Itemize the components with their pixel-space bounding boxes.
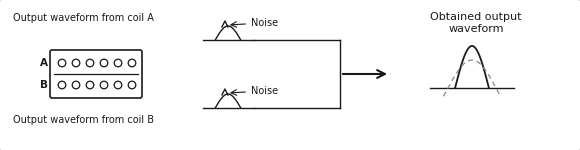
Circle shape [114, 81, 122, 89]
Text: Output waveform from coil B: Output waveform from coil B [13, 115, 154, 125]
Circle shape [86, 81, 94, 89]
Circle shape [100, 81, 108, 89]
Circle shape [72, 81, 80, 89]
Circle shape [128, 81, 136, 89]
Circle shape [100, 59, 108, 67]
Text: Noise: Noise [231, 86, 278, 96]
Circle shape [86, 59, 94, 67]
Text: Noise: Noise [231, 18, 278, 28]
Circle shape [128, 59, 136, 67]
Text: Obtained output
waveform: Obtained output waveform [430, 12, 522, 34]
Text: B: B [40, 80, 48, 90]
Circle shape [58, 81, 66, 89]
FancyBboxPatch shape [50, 50, 142, 98]
Text: A: A [40, 58, 48, 68]
Circle shape [114, 59, 122, 67]
Circle shape [58, 59, 66, 67]
Circle shape [72, 59, 80, 67]
Text: Output waveform from coil A: Output waveform from coil A [13, 13, 154, 23]
